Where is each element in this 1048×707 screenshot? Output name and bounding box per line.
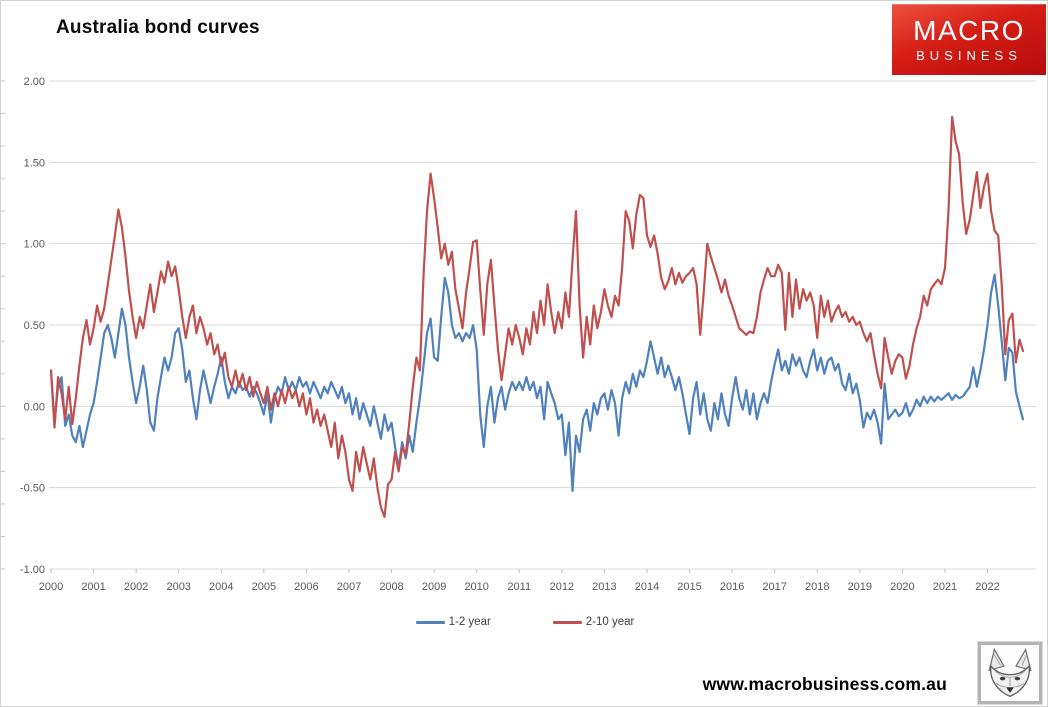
legend-swatch — [552, 620, 582, 624]
legend-label: 1-2 year — [448, 616, 491, 628]
y-axis-tick-label: 1.00 — [24, 239, 45, 251]
x-axis-tick-label: 2010 — [464, 581, 488, 593]
x-axis-tick-label: 2017 — [762, 581, 786, 593]
x-axis-tick-label: 2007 — [337, 581, 361, 593]
x-axis-tick-label: 2006 — [294, 581, 318, 593]
legend-item-1-2-year: 1-2 year — [415, 616, 491, 628]
page-title: Australia bond curves — [56, 17, 260, 38]
x-axis-tick-label: 2003 — [166, 581, 190, 593]
x-axis-tick-label: 2016 — [720, 581, 744, 593]
website-url: www.macrobusiness.com.au — [702, 674, 947, 694]
x-axis-tick-label: 2004 — [209, 581, 233, 593]
legend-swatch — [415, 620, 445, 624]
y-axis-tick-label: -1.00 — [20, 564, 45, 576]
bond-curves-chart: 2.00 1.50 1.00 0.50 0.00 -0.50 -1.00 2000 2001 20… — [1, 76, 1036, 593]
x-axis-tick-label: 2022 — [975, 581, 999, 593]
legend-item-2-10-year: 2-10 year — [552, 616, 635, 628]
series-line-2-10-year — [49, 115, 1025, 519]
y-axis-tick-label: 1.50 — [24, 157, 45, 169]
x-axis-tick-label: 2015 — [677, 581, 701, 593]
y-axis-tick-label: 0.50 — [24, 320, 45, 332]
y-axis-tick-label: 2.00 — [24, 76, 45, 88]
fox-sketch-drawing — [988, 647, 1032, 698]
x-axis-tick-label: 2002 — [124, 581, 148, 593]
x-axis-tick-label: 2000 — [39, 581, 63, 593]
logo-line2: BUSINESS — [916, 47, 1022, 63]
logo-line1: MACRO — [913, 14, 1025, 46]
x-axis-tick-label: 2001 — [81, 581, 105, 593]
x-axis-tick-label: 2012 — [550, 581, 574, 593]
fox-sketch-icon — [977, 641, 1043, 705]
series-line-1-2-year — [49, 273, 1025, 492]
x-axis-tick-label: 2018 — [805, 581, 829, 593]
chart-legend: 1-2 year 2-10 year — [1, 613, 1048, 631]
y-axis-tick-label: -0.50 — [20, 483, 45, 495]
x-axis-tick-label: 2020 — [890, 581, 914, 593]
x-axis-tick-label: 2021 — [933, 581, 957, 593]
x-axis-tick-label: 2019 — [848, 581, 872, 593]
x-axis-tick-label: 2008 — [379, 581, 403, 593]
x-axis-tick-label: 2013 — [592, 581, 616, 593]
x-axis-tick-label: 2009 — [422, 581, 446, 593]
x-axis-tick-label: 2011 — [507, 581, 531, 593]
legend-label: 2-10 year — [585, 616, 635, 628]
x-axis-tick-label: 2005 — [252, 581, 276, 593]
macrobusiness-logo: MACRO BUSINESS — [892, 4, 1046, 75]
y-axis-tick-label: 0.00 — [24, 401, 45, 413]
x-axis-tick-label: 2014 — [635, 581, 659, 593]
